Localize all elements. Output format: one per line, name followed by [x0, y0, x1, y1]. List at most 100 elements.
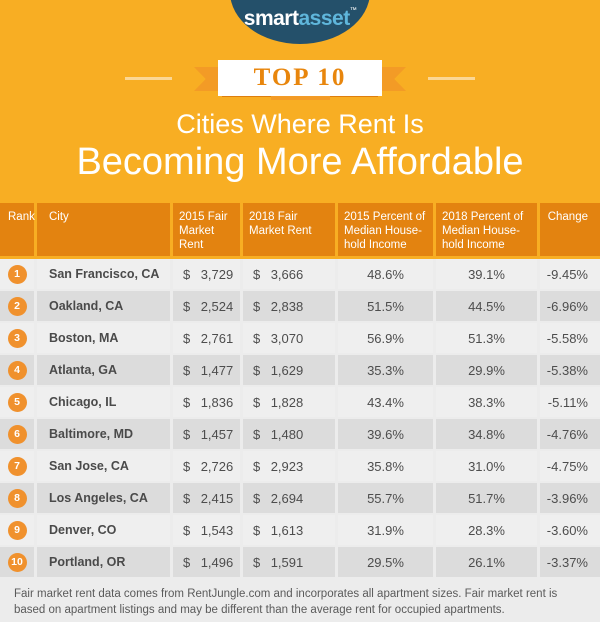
table-row: 8 Los Angeles, CA $2,415 $2,694 55.7% 51.7% -3… [0, 483, 600, 513]
rent-2015-cell: $3,729 [173, 259, 240, 289]
change-cell: -9.45% [540, 259, 600, 289]
table-body: 1 San Francisco, CA $3,729 $3,666 48.6% 39.1%… [0, 259, 600, 577]
rent-2015-cell: $1,836 [173, 387, 240, 417]
currency-symbol: $ [253, 330, 261, 346]
rent-2018-value: 1,629 [270, 362, 304, 378]
rent-2018-value: 3,070 [270, 330, 304, 346]
rent-2018-value: 2,838 [270, 298, 304, 314]
smartasset-logo-text: smartasset™ [244, 7, 357, 44]
city-cell: San Francisco, CA [37, 259, 170, 289]
rent-2015-cell: $2,726 [173, 451, 240, 481]
percent-2015-cell: 39.6% [338, 419, 433, 449]
rent-2015-cell: $2,761 [173, 323, 240, 353]
table-row: 2 Oakland, CA $2,524 $2,838 51.5% 44.5% -6.96% [0, 291, 600, 321]
column-header-2015-percent: 2015 Percent of Median House-hold Income [338, 203, 433, 256]
currency-symbol: $ [183, 522, 191, 538]
rent-2015-value: 3,729 [200, 266, 234, 282]
percent-2015-cell: 51.5% [338, 291, 433, 321]
rent-2018-value: 1,480 [270, 426, 304, 442]
table-header-row: Rank City 2015 Fair Market Rent 2018 Fai… [0, 203, 600, 256]
table-section: 1 San Francisco, CA $3,729 $3,666 48.6% 39.1%… [0, 259, 600, 622]
header-section: smartasset™ TOP 10 Cities Where Rent Is … [0, 0, 600, 259]
table-row: 9 Denver, CO $1,543 $1,613 31.9% 28.3% -3.60% [0, 515, 600, 545]
column-header-2018-percent: 2018 Percent of Median House-hold Income [436, 203, 537, 256]
currency-symbol: $ [253, 426, 261, 442]
percent-2018-cell: 51.7% [436, 483, 537, 513]
percent-2015-cell: 35.8% [338, 451, 433, 481]
page-title-line1: Cities Where Rent Is [176, 109, 424, 139]
rent-2015-cell: $2,524 [173, 291, 240, 321]
table-row: 7 San Jose, CA $2,726 $2,923 35.8% 31.0% -4.75… [0, 451, 600, 481]
rent-2018-value: 1,613 [270, 522, 304, 538]
rent-2015-value: 1,496 [200, 554, 234, 570]
change-cell: -3.37% [540, 547, 600, 577]
rent-2018-cell: $3,070 [243, 323, 335, 353]
rent-2018-cell: $3,666 [243, 259, 335, 289]
currency-symbol: $ [253, 522, 261, 538]
rent-2015-value: 2,726 [200, 458, 234, 474]
rent-2018-cell: $1,591 [243, 547, 335, 577]
currency-symbol: $ [253, 394, 261, 410]
rank-badge: 5 [7, 392, 27, 412]
column-header-change: Change [540, 203, 600, 256]
percent-2018-cell: 29.9% [436, 355, 537, 385]
rent-2015-value: 2,761 [200, 330, 234, 346]
rank-badge: 10 [7, 552, 27, 572]
percent-2018-cell: 38.3% [436, 387, 537, 417]
city-cell: Los Angeles, CA [37, 483, 170, 513]
currency-symbol: $ [183, 362, 191, 378]
column-header-2018-rent: 2018 Fair Market Rent [243, 203, 335, 256]
rent-2018-cell: $1,480 [243, 419, 335, 449]
rank-cell: 8 [0, 483, 34, 513]
trademark-symbol: ™ [349, 7, 357, 14]
change-cell: -4.75% [540, 451, 600, 481]
rent-2015-value: 1,457 [200, 426, 234, 442]
percent-2018-cell: 28.3% [436, 515, 537, 545]
rank-badge: 1 [7, 264, 27, 284]
percent-2015-cell: 43.4% [338, 387, 433, 417]
ribbon-right-dash [428, 77, 475, 80]
city-cell: Portland, OR [37, 547, 170, 577]
city-cell: Baltimore, MD [37, 419, 170, 449]
change-cell: -5.58% [540, 323, 600, 353]
rent-2015-value: 1,543 [200, 522, 234, 538]
rank-badge: 9 [7, 520, 27, 540]
rank-cell: 6 [0, 419, 34, 449]
rent-2018-value: 2,694 [270, 490, 304, 506]
top10-ribbon: TOP 10 [0, 60, 600, 110]
rent-2018-value: 1,828 [270, 394, 304, 410]
rent-2015-value: 1,836 [200, 394, 234, 410]
currency-symbol: $ [253, 554, 261, 570]
rent-2015-value: 2,524 [200, 298, 234, 314]
currency-symbol: $ [183, 266, 191, 282]
rent-2015-cell: $1,477 [173, 355, 240, 385]
change-cell: -3.96% [540, 483, 600, 513]
currency-symbol: $ [183, 490, 191, 506]
city-cell: Atlanta, GA [37, 355, 170, 385]
percent-2018-cell: 26.1% [436, 547, 537, 577]
table-row: 6 Baltimore, MD $1,457 $1,480 39.6% 34.8% -4.7… [0, 419, 600, 449]
rank-cell: 10 [0, 547, 34, 577]
table-row: 5 Chicago, IL $1,836 $1,828 43.4% 38.3% -5.11% [0, 387, 600, 417]
rent-2018-cell: $2,694 [243, 483, 335, 513]
currency-symbol: $ [183, 394, 191, 410]
rent-2018-cell: $2,923 [243, 451, 335, 481]
smartasset-logo: smartasset™ [230, 0, 370, 44]
currency-symbol: $ [253, 298, 261, 314]
percent-2015-cell: 31.9% [338, 515, 433, 545]
table-row: 1 San Francisco, CA $3,729 $3,666 48.6% 39.1%… [0, 259, 600, 289]
percent-2018-cell: 34.8% [436, 419, 537, 449]
percent-2018-cell: 39.1% [436, 259, 537, 289]
percent-2015-cell: 35.3% [338, 355, 433, 385]
rank-cell: 1 [0, 259, 34, 289]
logo-part-asset: asset [298, 7, 350, 30]
footnote-text: Fair market rent data comes from RentJun… [14, 588, 558, 616]
rank-cell: 9 [0, 515, 34, 545]
currency-symbol: $ [253, 458, 261, 474]
change-cell: -6.96% [540, 291, 600, 321]
rent-2018-cell: $1,828 [243, 387, 335, 417]
rank-badge: 2 [7, 296, 27, 316]
change-cell: -5.38% [540, 355, 600, 385]
currency-symbol: $ [253, 490, 261, 506]
rent-2015-value: 2,415 [200, 490, 234, 506]
